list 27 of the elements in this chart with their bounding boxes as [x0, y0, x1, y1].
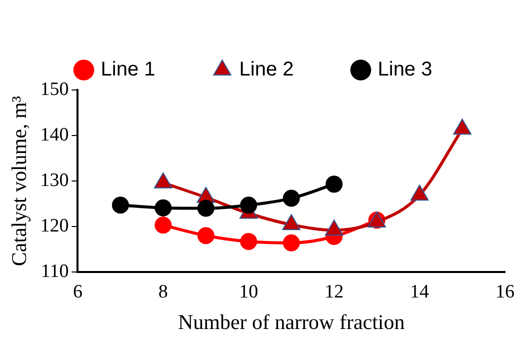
x-tick-label: 8: [158, 281, 168, 302]
x-tick-label: 16: [496, 281, 514, 302]
x-tick-label: 10: [239, 281, 258, 302]
point: [112, 196, 129, 214]
point: [240, 233, 258, 250]
y-tick-label: 120: [40, 215, 69, 236]
x-axis-title: Number of narrow fraction: [178, 310, 406, 334]
legend-label: Line 1: [100, 58, 156, 81]
point: [154, 199, 172, 216]
y-axis-title: Catalyst volume, m³: [7, 96, 32, 266]
x-tick-label: 12: [324, 281, 344, 302]
point: [197, 227, 214, 244]
x-tick-label: 14: [410, 281, 430, 302]
y-tick-label: 130: [40, 170, 69, 191]
point: [326, 176, 343, 193]
legend-label: Line 3: [378, 58, 432, 81]
y-tick-label: 150: [40, 78, 69, 100]
point: [282, 190, 300, 207]
y-tick-label: 110: [40, 260, 69, 282]
legend-label: Line 2: [239, 58, 294, 81]
point: [240, 196, 258, 214]
x-tick-label: 6: [72, 281, 82, 302]
point: [154, 216, 172, 234]
y-tick-label: 140: [40, 124, 69, 146]
point: [453, 118, 472, 135]
point: [197, 200, 214, 217]
point: [282, 234, 300, 252]
